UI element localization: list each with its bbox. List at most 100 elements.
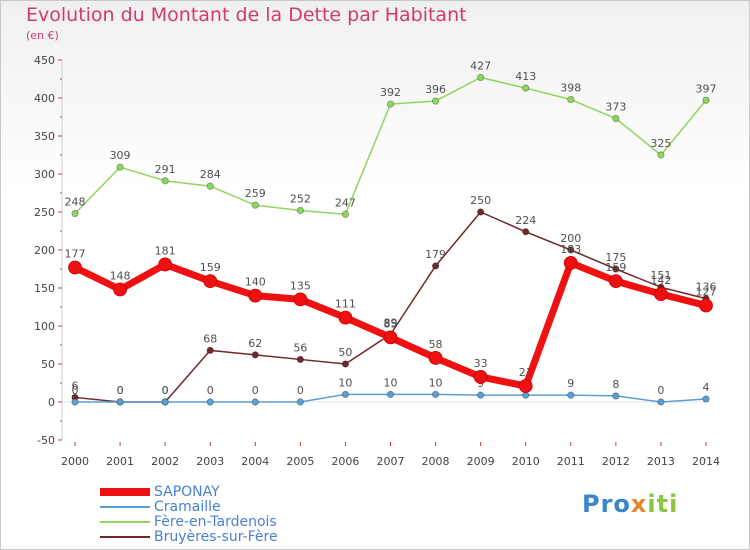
data-point-cramaille — [296, 398, 304, 406]
data-label-fere-en-tardenois: 291 — [155, 163, 176, 176]
data-point-saponay — [473, 370, 488, 384]
legend-swatch-fere-en-tardenois — [100, 521, 150, 523]
data-point-fere-en-tardenois — [296, 206, 304, 215]
data-label-fere-en-tardenois: 247 — [335, 196, 356, 209]
data-point-cramaille — [116, 398, 124, 406]
data-label-bruyeres-sur-fere: 62 — [248, 337, 262, 350]
x-tick-label: 2004 — [241, 455, 269, 468]
data-point-saponay — [654, 287, 668, 301]
data-label-saponay: 181 — [155, 244, 176, 257]
logo-part-1: Pro — [582, 490, 631, 518]
data-label-fere-en-tardenois: 397 — [696, 82, 717, 95]
data-point-fere-en-tardenois — [657, 151, 665, 159]
legend-label-saponay: SAPONAY — [154, 484, 220, 500]
logo-part-3: iti — [647, 490, 679, 518]
data-point-saponay — [383, 330, 398, 345]
data-point-saponay — [293, 292, 308, 307]
data-point-bruyeres-sur-fere — [251, 351, 259, 359]
data-point-cramaille — [161, 398, 169, 406]
data-point-saponay — [248, 288, 263, 303]
x-tick-label: 2011 — [557, 455, 585, 468]
data-label-cramaille: 0 — [657, 384, 664, 397]
data-label-bruyeres-sur-fere: 151 — [650, 269, 671, 282]
x-tick-label: 2009 — [467, 455, 495, 468]
data-point-saponay — [518, 379, 533, 393]
data-point-saponay — [428, 351, 443, 365]
data-point-bruyeres-sur-fere — [612, 265, 620, 273]
data-label-cramaille: 10 — [384, 376, 398, 389]
data-label-saponay: 140 — [245, 276, 266, 289]
data-label-cramaille: 10 — [429, 376, 443, 389]
data-label-bruyeres-sur-fere: 175 — [605, 251, 626, 264]
data-label-fere-en-tardenois: 373 — [605, 101, 626, 114]
x-tick-label: 2002 — [151, 455, 179, 468]
data-label-cramaille: 0 — [117, 384, 124, 397]
data-label-bruyeres-sur-fere: 0 — [117, 384, 124, 397]
data-point-fere-en-tardenois — [477, 73, 485, 82]
data-label-bruyeres-sur-fere: 50 — [338, 346, 352, 359]
data-point-bruyeres-sur-fere — [431, 262, 440, 270]
data-point-cramaille — [206, 398, 214, 406]
data-label-bruyeres-sur-fere: 6 — [72, 379, 79, 392]
data-point-cramaille — [386, 390, 395, 398]
data-label-cramaille: 10 — [338, 376, 352, 389]
data-point-cramaille — [71, 398, 79, 406]
data-point-fere-en-tardenois — [522, 84, 530, 92]
data-label-fere-en-tardenois: 325 — [650, 137, 671, 150]
chart-unit: (en €) — [26, 29, 59, 42]
data-label-bruyeres-sur-fere: 200 — [560, 232, 581, 245]
data-point-saponay — [338, 310, 353, 325]
logo-part-2: x — [630, 490, 648, 518]
data-point-cramaille — [702, 395, 710, 403]
data-point-cramaille — [477, 391, 485, 399]
data-point-saponay — [203, 274, 218, 289]
data-label-saponay: 148 — [110, 270, 131, 283]
x-tick-label: 2003 — [196, 455, 224, 468]
data-label-cramaille: 8 — [612, 378, 619, 391]
data-point-cramaille — [612, 392, 620, 400]
data-label-cramaille: 0 — [207, 384, 214, 397]
chart-title: Evolution du Montant de la Dette par Hab… — [26, 4, 467, 26]
data-label-saponay: 135 — [290, 279, 311, 292]
data-point-fere-en-tardenois — [206, 182, 214, 190]
data-label-saponay: 159 — [605, 261, 626, 274]
data-point-saponay — [113, 282, 127, 297]
data-point-fere-en-tardenois — [386, 100, 395, 108]
legend-swatch-saponay — [100, 488, 150, 496]
data-label-cramaille: 9 — [567, 377, 574, 390]
data-point-cramaille — [567, 391, 575, 399]
x-tick-label: 2014 — [692, 455, 720, 468]
data-point-fere-en-tardenois — [71, 209, 79, 218]
data-label-fere-en-tardenois: 252 — [290, 192, 311, 205]
data-label-fere-en-tardenois: 284 — [200, 168, 221, 181]
data-label-cramaille: 0 — [297, 384, 304, 397]
data-point-bruyeres-sur-fere — [296, 355, 304, 364]
data-point-fere-en-tardenois — [567, 95, 575, 104]
data-label-fere-en-tardenois: 248 — [65, 196, 86, 209]
x-tick-label: 2012 — [602, 455, 630, 468]
data-point-fere-en-tardenois — [116, 163, 124, 171]
data-point-fere-en-tardenois — [702, 96, 710, 104]
data-point-saponay — [563, 256, 578, 270]
legend-label-cramaille: Cramaille — [154, 499, 221, 515]
data-point-fere-en-tardenois — [612, 114, 620, 123]
data-point-saponay — [158, 257, 173, 272]
data-label-cramaille: 0 — [72, 384, 79, 397]
x-tick-label: 2006 — [331, 455, 359, 468]
y-tick-label: 100 — [34, 320, 55, 333]
y-tick-label: 300 — [34, 168, 55, 181]
data-label-saponay: 85 — [384, 317, 398, 330]
data-label-fere-en-tardenois: 309 — [110, 149, 131, 162]
data-label-saponay: 111 — [335, 298, 356, 311]
legend-swatch-cramaille — [100, 506, 150, 508]
data-label-bruyeres-sur-fere: 68 — [203, 332, 217, 345]
data-label-bruyeres-sur-fere: 0 — [162, 384, 169, 397]
data-label-saponay: 177 — [65, 247, 86, 260]
y-tick-label: -50 — [37, 434, 55, 447]
data-point-saponay — [68, 260, 82, 275]
data-label-saponay: 142 — [650, 274, 671, 287]
y-tick-label: 50 — [41, 358, 55, 371]
x-tick-label: 2005 — [286, 455, 314, 468]
data-point-fere-en-tardenois — [251, 201, 259, 209]
